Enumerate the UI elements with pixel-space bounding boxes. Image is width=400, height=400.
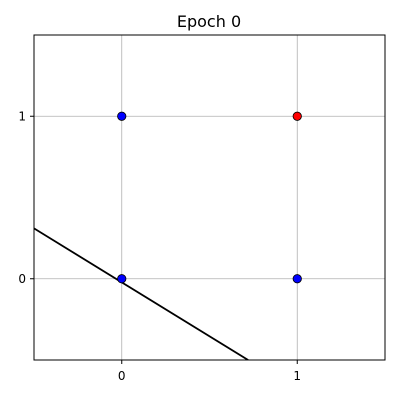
- x-tick-label: 1: [293, 369, 301, 383]
- data-point: [117, 274, 127, 284]
- plot-area: 0 1 0 1: [18, 34, 386, 383]
- axes-frame: [33, 34, 386, 361]
- chart-title: Epoch 0: [177, 12, 241, 31]
- data-point: [292, 111, 302, 121]
- data-point: [292, 274, 302, 284]
- decision-boundary-line: [34, 227, 249, 360]
- x-tick-label: 0: [118, 369, 126, 383]
- y-tick-label: 1: [18, 109, 26, 123]
- data-point: [117, 111, 127, 121]
- y-tick-label: 0: [18, 272, 26, 286]
